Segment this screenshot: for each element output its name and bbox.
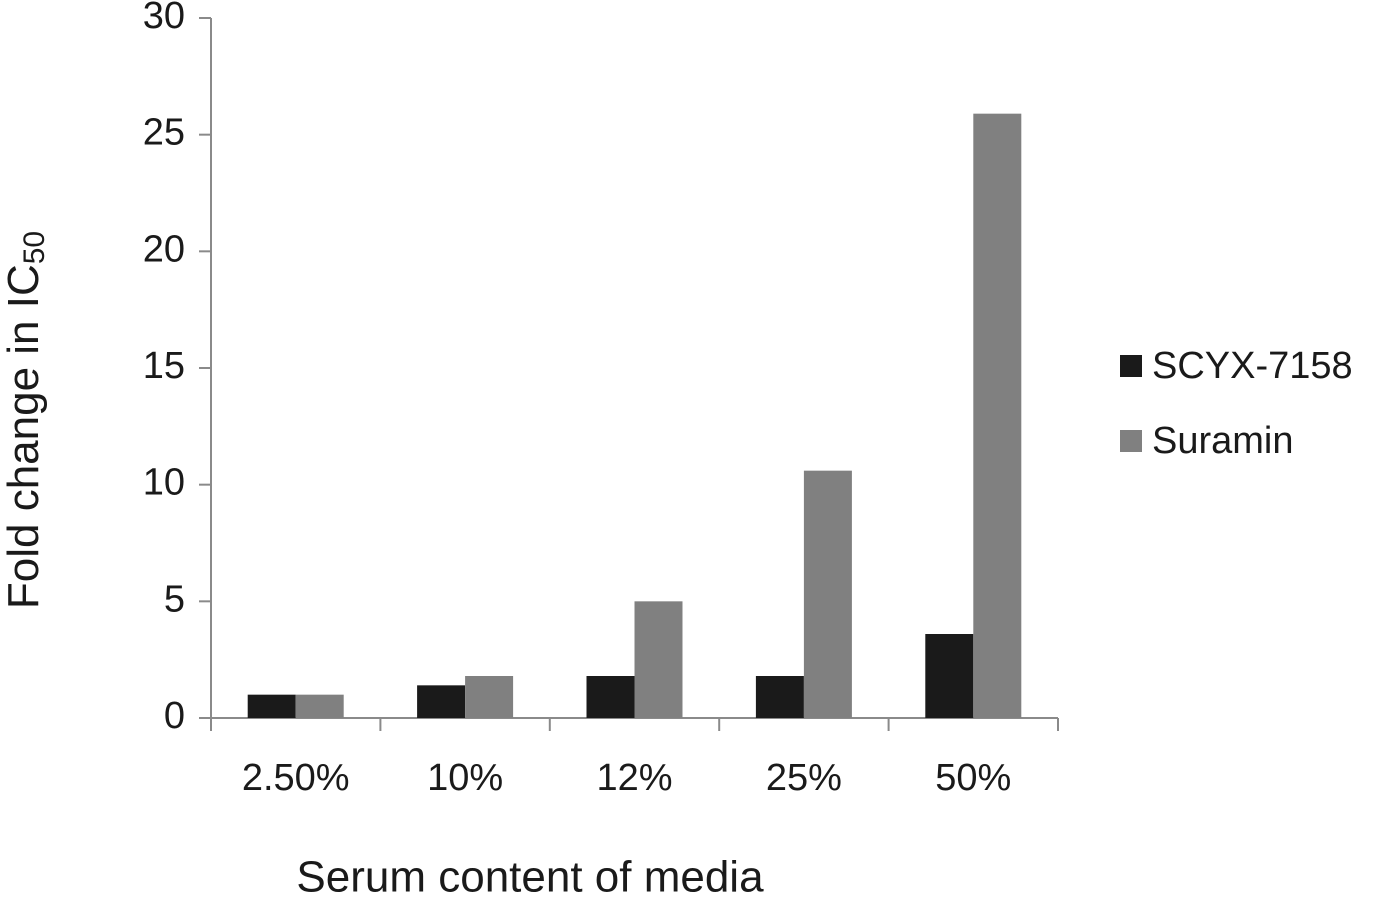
y-tick-label: 5 (164, 578, 185, 620)
x-tick-label: 12% (596, 757, 672, 799)
bar (803, 470, 852, 718)
y-axis-label-subscript: 50 (18, 231, 51, 264)
y-tick-label: 25 (143, 112, 185, 154)
bar (247, 694, 296, 718)
y-tick-label: 0 (164, 695, 185, 737)
x-tick-label: 2.50% (242, 757, 350, 799)
legend-swatch (1120, 355, 1142, 377)
legend-label: SCYX-7158 (1152, 345, 1353, 387)
y-tick-label: 30 (143, 0, 185, 37)
bar (295, 694, 344, 718)
x-axis-label: Serum content of media (296, 853, 764, 899)
bar (755, 676, 804, 718)
y-tick-label: 15 (143, 345, 185, 387)
legend-label: Suramin (1152, 420, 1294, 462)
y-tick-label: 10 (143, 462, 185, 504)
bar (925, 634, 974, 718)
y-axis-label-main: Fold change in IC (0, 264, 48, 609)
y-axis-label: Fold change in IC50 (0, 231, 51, 609)
x-tick-label: 50% (935, 757, 1011, 799)
bar (586, 676, 635, 718)
y-tick-label: 20 (143, 228, 185, 270)
bar (465, 676, 514, 718)
x-tick-label: 10% (427, 757, 503, 799)
bar (634, 601, 683, 718)
legend-swatch (1120, 430, 1142, 452)
bar (417, 685, 466, 718)
bar (973, 113, 1022, 718)
x-tick-label: 25% (766, 757, 842, 799)
